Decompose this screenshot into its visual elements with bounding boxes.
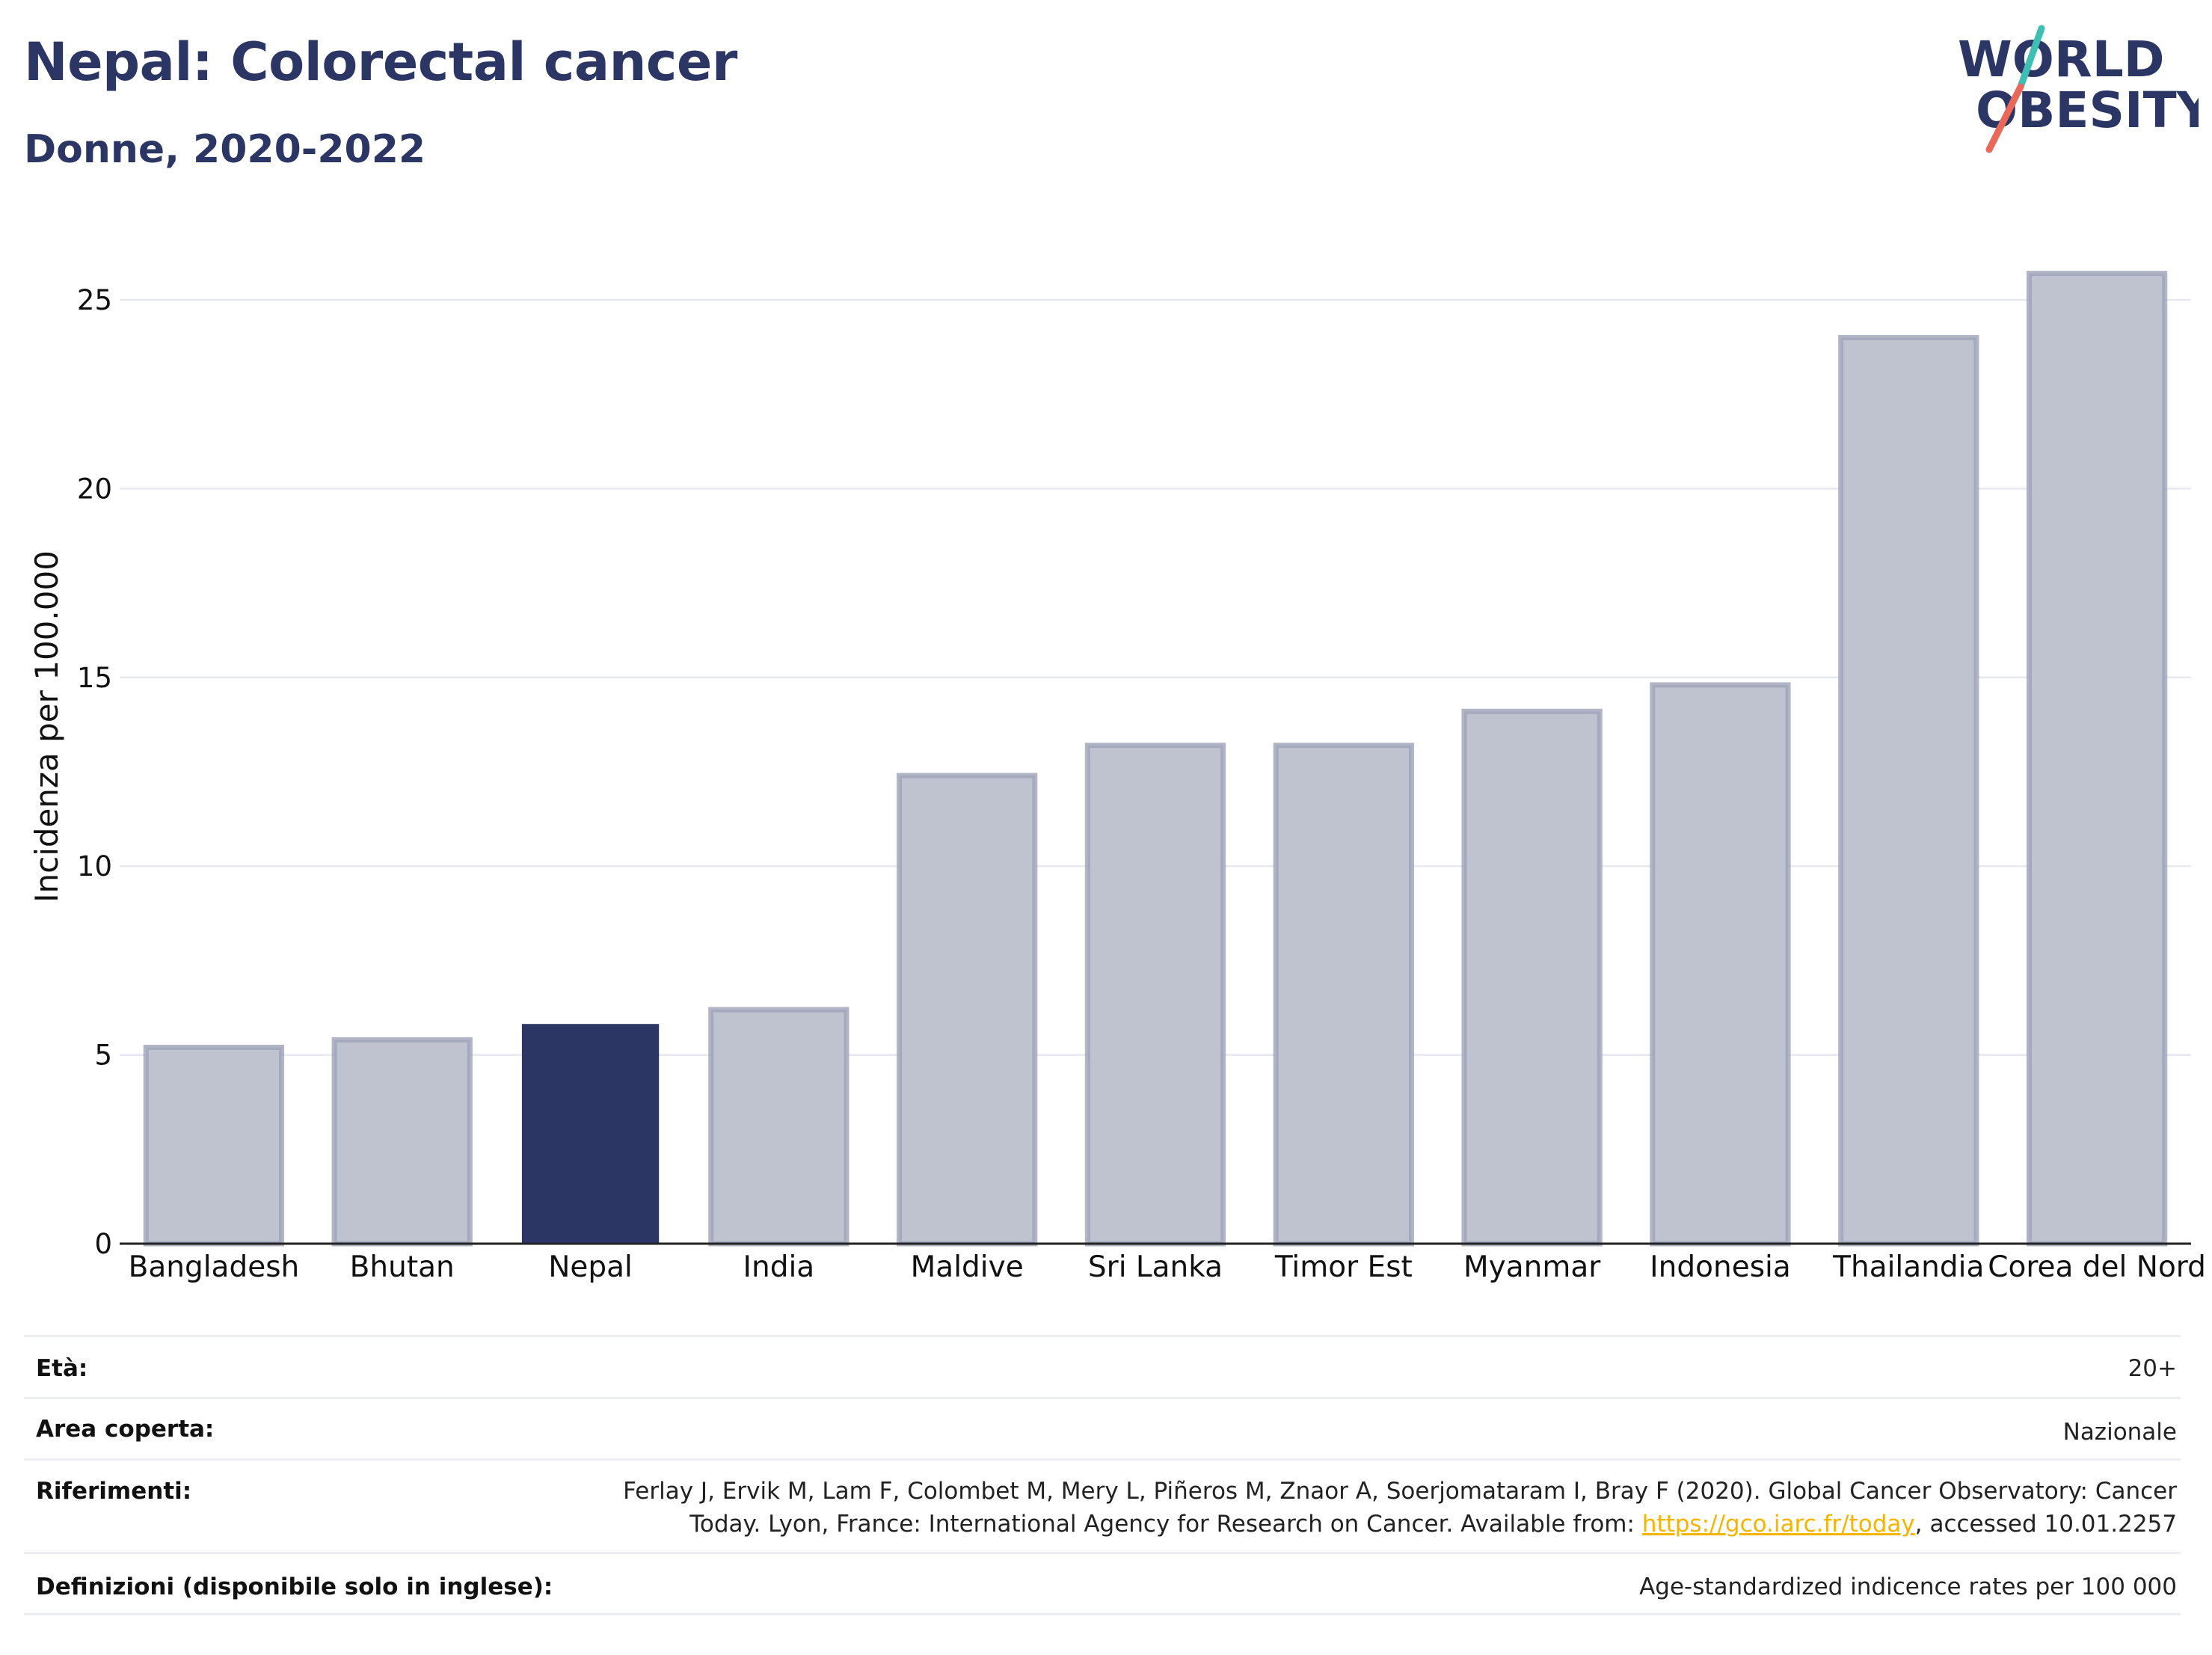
bar-indonesia bbox=[1650, 682, 1791, 1247]
references-label: Riferimenti: bbox=[36, 1478, 192, 1505]
bar-thailandia bbox=[1838, 334, 1979, 1247]
x-tick-label: Corea del Nord bbox=[1988, 1250, 2206, 1284]
references-line-2: Today. Lyon, France: International Agenc… bbox=[623, 1508, 2177, 1541]
definitions-value: Age-standardized indicence rates per 100… bbox=[1639, 1573, 2177, 1600]
y-tick-label: 5 bbox=[94, 1040, 112, 1072]
references-link[interactable]: https://gco.iarc.fr/today bbox=[1641, 1511, 1915, 1538]
age-label: Età: bbox=[36, 1355, 88, 1382]
meta-divider bbox=[24, 1552, 2181, 1554]
x-tick-label: Thailandia bbox=[1832, 1250, 1984, 1284]
y-axis-title: Incidenza per 100.000 bbox=[28, 550, 65, 903]
world-obesity-logo: WORLD OBESITY bbox=[1958, 25, 2199, 153]
y-tick-label: 25 bbox=[77, 284, 112, 316]
meta-divider bbox=[24, 1335, 2181, 1337]
meta-divider bbox=[24, 1458, 2181, 1461]
references-value: Ferlay J, Ervik M, Lam F, Colombet M, Me… bbox=[623, 1475, 2177, 1541]
x-tick-label: Timor Est bbox=[1274, 1250, 1413, 1284]
x-tick-label: India bbox=[743, 1250, 815, 1284]
x-tick-label: Sri Lanka bbox=[1088, 1250, 1223, 1284]
references-line-1: Ferlay J, Ervik M, Lam F, Colombet M, Me… bbox=[623, 1478, 2177, 1505]
logo-text-obesity: OBESITY bbox=[1976, 82, 2199, 139]
area-value: Nazionale bbox=[2062, 1419, 2177, 1446]
bar-chart: 0 5 10 15 20 25 Bangladesh Bhutan Nepal India Mald… bbox=[28, 271, 2206, 1284]
x-tick-label: Bhutan bbox=[350, 1250, 455, 1284]
bar-bangladesh bbox=[143, 1044, 285, 1247]
meta-divider bbox=[24, 1613, 2181, 1615]
bar-corea-del-nord bbox=[2026, 271, 2168, 1247]
x-tick-label: Bangladesh bbox=[129, 1250, 300, 1284]
x-tick-label: Nepal bbox=[548, 1250, 633, 1284]
bar-india bbox=[708, 1007, 850, 1247]
references-accessed: , accessed 10.01.2257 bbox=[1914, 1511, 2177, 1538]
definitions-label: Definizioni (disponibile solo in inglese… bbox=[36, 1573, 553, 1600]
logo-text-world: WORLD bbox=[1958, 31, 2165, 88]
bar-sri-lanka bbox=[1084, 743, 1226, 1247]
bar-myanmar bbox=[1461, 708, 1603, 1247]
chart-title: Nepal: Colorectal cancer bbox=[24, 31, 737, 93]
y-tick-label: 10 bbox=[77, 850, 112, 882]
meta-divider bbox=[24, 1397, 2181, 1399]
y-tick-label: 15 bbox=[77, 662, 112, 694]
logo-slash-teal bbox=[2017, 25, 2045, 90]
bar-nepal bbox=[521, 1024, 660, 1244]
x-tick-label: Indonesia bbox=[1650, 1250, 1791, 1284]
logo-slash-red bbox=[1985, 83, 2024, 153]
chart-subtitle: Donne, 2020-2022 bbox=[24, 127, 426, 172]
bar-timor-est bbox=[1273, 743, 1414, 1247]
y-tick-label: 20 bbox=[77, 473, 112, 505]
references-line-2-text: Today. Lyon, France: International Agenc… bbox=[689, 1511, 1642, 1538]
y-tick-label: 0 bbox=[94, 1228, 112, 1260]
bar-bhutan bbox=[331, 1037, 473, 1247]
age-value: 20+ bbox=[2127, 1355, 2177, 1382]
x-tick-label: Myanmar bbox=[1463, 1250, 1601, 1284]
area-label: Area coperta: bbox=[36, 1416, 215, 1443]
x-tick-label: Maldive bbox=[911, 1250, 1024, 1284]
bar-maldive bbox=[897, 773, 1038, 1247]
